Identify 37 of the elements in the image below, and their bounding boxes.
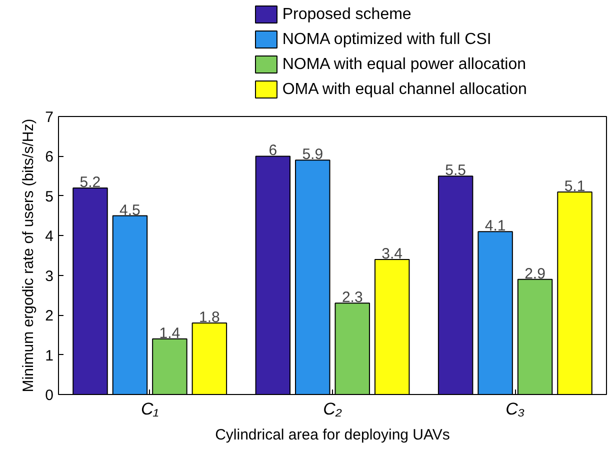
bar xyxy=(438,176,474,394)
y-tick-label: 3 xyxy=(45,268,54,285)
y-tick-label: 4 xyxy=(45,228,54,246)
data-label: 1.4 xyxy=(159,324,180,342)
bar xyxy=(374,258,410,394)
bar xyxy=(152,338,188,394)
x-tick-label: C₁ xyxy=(141,400,159,418)
data-label: 6 xyxy=(268,142,278,160)
y-axis-title: Minimum ergodic rate of users (bits/s/Hz) xyxy=(20,118,38,392)
data-label: 4.1 xyxy=(484,218,506,235)
legend-label: OMA with equal channel allocation xyxy=(282,81,527,98)
y-tick-label: 2 xyxy=(45,308,54,325)
bar xyxy=(255,156,291,394)
data-label: 1.8 xyxy=(199,309,220,326)
bar xyxy=(192,322,228,394)
y-tick-label: 1 xyxy=(45,347,54,364)
data-label: 4.5 xyxy=(120,202,140,219)
data-label: 5.9 xyxy=(302,146,324,164)
y-tick-label: 0 xyxy=(45,387,54,404)
x-tick-label: C₃ xyxy=(506,400,525,418)
y-tick-label: 6 xyxy=(45,148,54,166)
data-label: 5.5 xyxy=(445,162,466,180)
legend-label: NOMA optimized with full CSI xyxy=(282,31,492,48)
x-axis-title: Cylindrical area for deploying UAVs xyxy=(215,426,450,444)
y-tick-label: 5 xyxy=(45,188,54,206)
data-label: 3.4 xyxy=(382,245,403,262)
data-label: 2.3 xyxy=(342,289,363,306)
data-label: 5.1 xyxy=(564,178,586,195)
legend-label: Proposed scheme xyxy=(282,6,412,23)
data-label: 5.2 xyxy=(80,174,101,191)
legend-label: NOMA with equal power allocation xyxy=(282,56,526,73)
x-tick-label: C₂ xyxy=(323,400,342,418)
bar xyxy=(478,231,513,394)
bar xyxy=(72,187,108,394)
y-tick-label: 7 xyxy=(45,109,54,126)
bar xyxy=(557,191,592,394)
data-label: 2.9 xyxy=(524,265,546,282)
